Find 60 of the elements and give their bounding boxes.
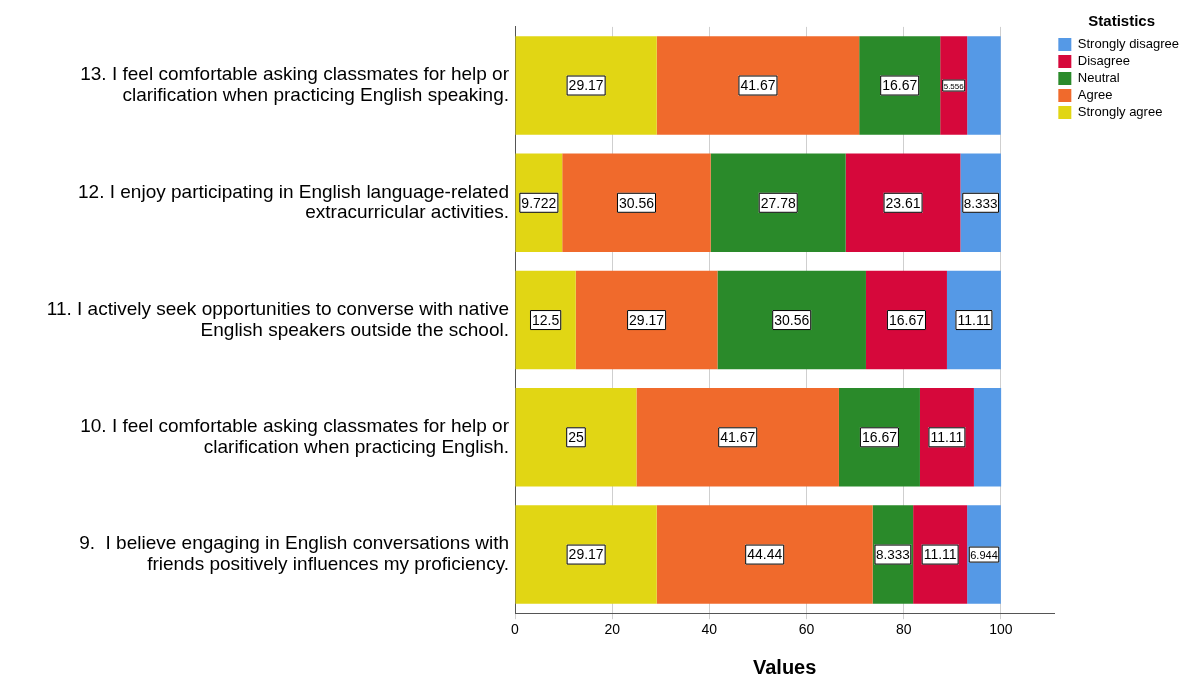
y-tick-label: 12. I enjoy participating in English language-related extracurricular activities. [78,180,509,223]
data-label: 41.67 [740,77,776,94]
bar [973,388,1002,487]
data-label: 25 [568,429,584,446]
bar [940,36,968,135]
x-tick-label: 0 [511,621,520,638]
x-tick-label: 40 [701,621,718,638]
bar [656,36,860,135]
data-label: 6.944 [970,548,998,561]
legend-label: Neutral [1077,70,1120,86]
legend-label: Strongly disagree [1077,36,1179,52]
bar [845,153,961,253]
data-label: 5.556 [943,81,965,91]
data-label: 16.67 [882,77,918,94]
bar [865,270,947,370]
data-label: 11.11 [957,311,991,328]
bar [562,153,711,253]
bar [859,36,941,135]
bar [656,505,873,604]
bar [515,270,576,370]
y-tick-label: 9. I believe engaging in English conversations with friends positively influences my proficiency. [79,532,509,575]
legend-label: Agree [1077,87,1113,103]
data-label: 16.67 [861,429,898,446]
data-label: 11.11 [930,429,964,446]
bar [838,388,920,487]
data-label: 23.61 [885,194,921,211]
x-tick-label: 60 [798,621,815,638]
bar [575,270,718,370]
data-label: 11.11 [923,546,957,563]
legend-label: Disagree [1077,53,1130,69]
x-axis-title: Values [752,655,817,678]
bar [515,388,637,487]
bar [710,153,846,253]
y-tick-label: 13. I feel comfortable asking classmates for help or clarification when practicing English speaking. [80,63,510,106]
x-tick-label: 100 [989,621,1013,638]
data-label: 44.44 [747,546,783,563]
bar [636,388,839,487]
data-label: 8.333 [876,547,910,563]
y-tick-label: 10. I feel comfortable asking classmates for help or clarification when practicing English. [80,415,510,457]
data-label: 8.333 [963,195,998,211]
x-tick-label: 20 [604,621,621,638]
data-label: 30.56 [774,311,810,328]
data-label: 41.67 [720,429,756,446]
bar [717,270,866,370]
bar [967,505,1001,604]
data-label: 16.67 [888,311,925,328]
y-tick-label: 11. I actively seek opportunities to converse with native English speakers outside the school. [46,297,509,340]
data-label: 29.17 [568,77,604,94]
data-label: 27.78 [760,194,796,211]
data-label: 9.722 [521,194,557,211]
bar [515,505,657,604]
legend-title: Statistics [1088,11,1156,29]
data-label: 30.56 [618,194,655,211]
legend-label: Strongly agree [1077,104,1163,120]
bar [967,36,1001,135]
data-label: 12.5 [531,311,560,328]
data-label: 29.17 [629,311,665,328]
data-label: 29.17 [568,546,604,563]
x-tick-label: 80 [895,621,912,638]
bar [515,36,657,135]
